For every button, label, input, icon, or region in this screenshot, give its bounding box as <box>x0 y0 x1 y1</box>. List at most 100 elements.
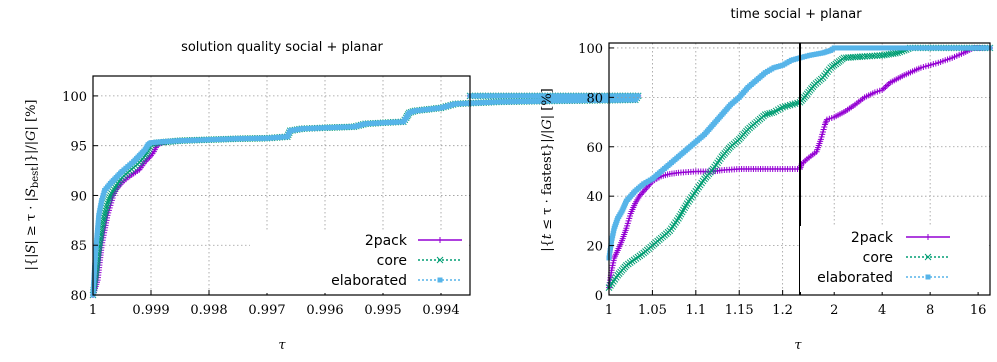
left-chart-series-markers-elaborated <box>90 93 641 298</box>
right-chart-xtick-label: 16 <box>970 303 987 318</box>
left-chart-data-point-elaborated <box>620 97 626 103</box>
right-chart-data-point-elaborated <box>855 45 861 51</box>
left-chart-data-point-elaborated <box>565 93 571 99</box>
left-chart-data-point-elaborated <box>630 97 636 103</box>
left-chart-data-point-elaborated <box>475 93 481 99</box>
left-chart-data-point-core <box>104 198 112 205</box>
left-chart-data-point-elaborated <box>542 93 548 99</box>
left-chart-data-point-elaborated <box>599 97 605 103</box>
left-chart-data-point-elaborated <box>301 126 307 132</box>
left-chart-data-point-elaborated <box>560 93 566 99</box>
left-chart-data-point-elaborated <box>478 100 484 106</box>
right-chart-ylabel: |{t ≤ τ · fastest}|/|G| [%] <box>540 88 555 252</box>
left-chart-data-point-core <box>109 188 117 195</box>
right-chart-data-point-core <box>764 110 771 118</box>
left-chart-data-point-elaborated <box>506 99 512 105</box>
right-chart-data-point-elaborated <box>891 45 897 51</box>
right-chart-data-point-elaborated <box>917 45 923 51</box>
left-chart-data-point-elaborated <box>586 93 592 99</box>
left-chart-ylabel: |{|S| ≥ τ · |Sbest|}|/|G| [%] <box>24 99 41 270</box>
right-chart-data-point-elaborated <box>958 45 964 51</box>
left-chart-data-point-elaborated <box>589 93 595 99</box>
left-chart-data-point-elaborated <box>503 93 509 99</box>
left-chart-data-point-elaborated <box>470 100 476 106</box>
right-chart-legend: 2pack core elaborated <box>800 226 988 292</box>
left-chart-xtick-label: 0.998 <box>190 303 227 318</box>
right-chart-data-point-core <box>781 103 789 110</box>
right-chart-data-point-elaborated <box>912 45 918 51</box>
left-chart-data-point-elaborated <box>549 98 555 104</box>
right-chart-data-point-core <box>768 109 776 117</box>
left-chart-data-point-elaborated <box>508 93 514 99</box>
left-chart-xtick-label: 0.995 <box>364 303 401 318</box>
right-chart-data-point-elaborated <box>834 45 840 51</box>
left-chart-data-point-elaborated <box>567 98 573 104</box>
right-chart-data-point-elaborated <box>904 45 910 51</box>
right-chart-data-point-elaborated <box>907 45 913 51</box>
left-chart-data-point-elaborated <box>587 97 593 103</box>
left-chart-data-point-elaborated <box>577 98 583 104</box>
right-chart-data-point-elaborated <box>961 45 967 51</box>
right-chart-data-point-elaborated <box>951 45 957 51</box>
left-chart-data-point-elaborated <box>526 98 532 104</box>
left-chart-data-point-elaborated <box>539 98 545 104</box>
left-chart-frame <box>92 75 471 296</box>
right-chart-data-point-elaborated <box>860 45 866 51</box>
left-chart-data-point-elaborated <box>578 93 584 99</box>
left-chart-data-point-elaborated <box>617 97 623 103</box>
left-chart-data-point-elaborated <box>458 101 464 107</box>
right-chart-data-point-elaborated <box>873 45 879 51</box>
left-chart-data-point-elaborated <box>574 98 580 104</box>
left-chart-data-point-elaborated <box>511 93 517 99</box>
left-chart-data-point-elaborated <box>617 93 623 99</box>
left-chart-data-point-elaborated <box>596 93 602 99</box>
left-chart: solution quality social + planar 80 85 90 9… <box>24 40 642 353</box>
right-chart: time social + planar 0 20 40 60 80 100 1 1.05 1.… <box>540 7 994 353</box>
left-chart-data-point-elaborated <box>472 93 478 99</box>
left-chart-data-point-elaborated <box>582 98 588 104</box>
left-chart-data-point-elaborated <box>527 93 533 99</box>
left-chart-data-point-elaborated <box>555 93 561 99</box>
left-chart-data-point-elaborated <box>470 93 476 99</box>
left-chart-data-point-elaborated <box>519 93 525 99</box>
right-chart-data-point-elaborated <box>979 45 985 51</box>
left-chart-ytick-label: 95 <box>70 140 87 155</box>
right-chart-data-point-elaborated <box>974 45 980 51</box>
left-chart-data-point-elaborated <box>504 99 510 105</box>
right-chart-data-point-elaborated <box>945 45 951 51</box>
left-chart-data-point-elaborated <box>516 99 522 105</box>
left-chart-data-point-elaborated <box>491 99 497 105</box>
left-chart-data-point-elaborated <box>304 126 310 132</box>
right-chart-data-point-elaborated <box>971 45 977 51</box>
left-chart-data-point-elaborated <box>592 97 598 103</box>
left-chart-data-point-elaborated <box>501 93 507 99</box>
right-chart-legend-label-2pack: 2pack <box>851 230 894 246</box>
right-chart-ytick-label: 0 <box>595 289 603 304</box>
right-chart-series <box>605 44 994 291</box>
right-chart-data-point-elaborated <box>875 45 881 51</box>
left-chart-data-point-elaborated <box>589 97 595 103</box>
right-chart-data-point-elaborated <box>894 45 900 51</box>
right-chart-legend-marker-core <box>924 253 932 261</box>
left-chart-data-point-elaborated <box>319 125 325 131</box>
right-chart-ytick-label: 40 <box>586 190 603 205</box>
right-chart-data-point-core <box>779 103 786 111</box>
right-chart-xtick-label: 8 <box>926 303 934 318</box>
left-chart-data-point-elaborated <box>499 99 505 105</box>
right-chart-data-point-elaborated <box>886 45 892 51</box>
left-chart-data-point-core <box>107 192 114 199</box>
left-chart-data-point-elaborated <box>279 134 285 140</box>
left-chart-data-point-elaborated <box>537 93 543 99</box>
left-chart-data-point-elaborated <box>625 97 631 103</box>
left-chart-ytick-label: 100 <box>62 90 87 105</box>
left-chart-legend-marker-2pack <box>437 237 443 243</box>
left-chart-data-point-elaborated <box>277 134 283 140</box>
right-chart-data-point-core <box>784 102 791 110</box>
left-chart-data-point-elaborated <box>545 93 551 99</box>
left-chart-data-point-elaborated <box>614 93 620 99</box>
right-chart-series-markers-elaborated <box>606 45 993 261</box>
right-chart-data-point-elaborated <box>922 45 928 51</box>
left-chart-data-point-elaborated <box>493 99 499 105</box>
right-chart-data-point-elaborated <box>878 45 884 51</box>
left-chart-data-point-elaborated <box>519 98 525 104</box>
